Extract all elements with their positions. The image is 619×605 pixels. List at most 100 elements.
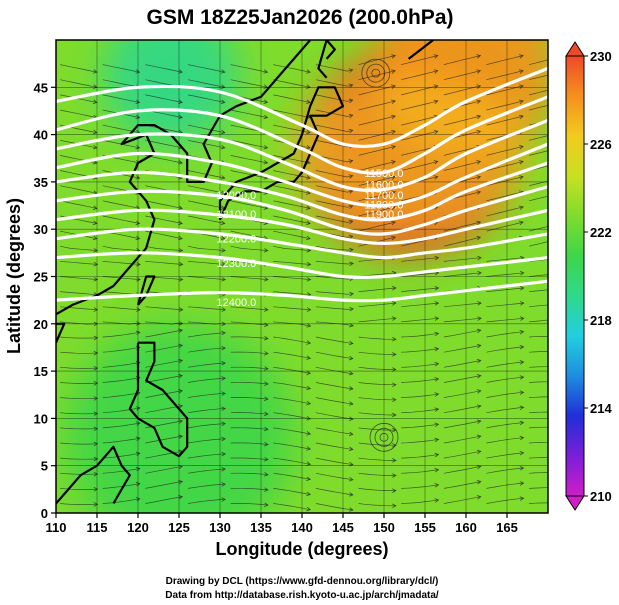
streamline	[187, 276, 226, 280]
streamline-arrowhead	[178, 328, 184, 333]
streamline-arrowhead	[434, 483, 440, 488]
streamline-arrowhead	[178, 114, 183, 120]
streamline-arrowhead	[562, 85, 566, 89]
streamline	[486, 407, 524, 414]
streamline	[273, 457, 311, 465]
streamline	[486, 221, 524, 232]
streamline-arrowhead	[349, 247, 354, 253]
streamline-arrowhead	[264, 502, 269, 507]
streamline	[443, 345, 481, 353]
streamline-arrowhead	[349, 322, 354, 328]
streamline	[60, 412, 98, 415]
x-tick-label: 140	[291, 520, 313, 535]
streamline-arrowhead	[263, 160, 269, 165]
x-axis-ticks: 110 115 120 125 130 135 140 145 150 155 160 165	[46, 513, 518, 535]
temperature-feature-cool-west	[101, 40, 240, 146]
contour-11800.0	[56, 142, 548, 208]
streamline-arrowhead	[178, 389, 184, 394]
streamline-arrowhead	[476, 434, 482, 440]
streamline-arrowhead	[476, 328, 482, 334]
streamline-arrowhead	[93, 426, 99, 432]
streamline	[102, 331, 140, 338]
streamline	[443, 257, 482, 262]
streamline	[401, 100, 438, 111]
coastline	[407, 40, 434, 60]
streamline-arrowhead	[562, 70, 566, 74]
streamline	[358, 70, 396, 81]
streamline-arrowhead	[392, 458, 397, 463]
streamline	[145, 155, 183, 164]
streamline	[273, 170, 311, 179]
streamline-arrowhead	[264, 366, 269, 371]
streamline	[273, 427, 311, 435]
streamline-arrowhead	[221, 451, 226, 457]
streamline-arrowhead	[434, 286, 440, 291]
streamline	[443, 390, 481, 398]
streamline-arrowhead	[519, 286, 525, 291]
x-tick-label: 115	[87, 520, 108, 535]
streamline-arrowhead	[306, 99, 311, 104]
streamline-arrowhead	[433, 54, 439, 59]
streamline	[443, 302, 482, 308]
streamline	[230, 472, 268, 476]
streamline	[102, 347, 140, 353]
streamline	[60, 79, 97, 88]
streamline-arrowhead	[476, 404, 482, 409]
streamline	[273, 351, 311, 359]
x-tick-label: 165	[496, 520, 518, 535]
contour-label: 11900.0	[365, 209, 404, 221]
contour-11900.0	[56, 161, 548, 222]
streamline	[273, 336, 311, 344]
y-tick-label: 45	[34, 80, 48, 95]
streamline	[358, 442, 396, 446]
streamline-arrowhead	[519, 84, 524, 89]
streamline-arrowhead	[221, 466, 226, 472]
streamline-arrowhead	[434, 331, 440, 337]
streamline	[358, 206, 396, 217]
streamline	[60, 427, 98, 430]
streamline	[60, 200, 97, 209]
streamline-arrowhead	[178, 479, 184, 485]
streamline	[401, 257, 439, 262]
streamline	[60, 245, 98, 251]
streamline	[486, 482, 524, 489]
colorbar: 210 214 218 222 226 230	[565, 41, 612, 511]
streamline	[486, 437, 524, 444]
streamline-arrowhead	[519, 344, 525, 350]
streamline-arrowhead	[348, 371, 354, 376]
streamline	[60, 366, 98, 369]
streamline-arrowhead	[221, 330, 226, 336]
streamline-arrowhead	[306, 461, 312, 466]
streamline	[145, 466, 183, 474]
streamline	[315, 124, 353, 132]
streamline-arrowhead	[93, 487, 99, 492]
streamline-arrowhead	[434, 346, 440, 352]
streamline	[315, 215, 353, 223]
coastline	[56, 322, 66, 344]
streamline	[401, 423, 439, 429]
streamline	[315, 185, 353, 193]
streamline	[443, 55, 481, 65]
streamline-arrowhead	[434, 467, 440, 473]
streamline	[401, 161, 438, 171]
x-axis-label: Longitude (degrees)	[215, 539, 388, 559]
streamline-arrowhead	[562, 100, 566, 104]
streamline-arrowhead	[348, 416, 354, 421]
streamline	[273, 366, 311, 374]
streamline	[401, 333, 439, 338]
streamline-arrowhead	[348, 401, 354, 406]
streamline	[187, 423, 226, 429]
streamline	[486, 467, 524, 474]
streamline-arrowhead	[306, 385, 312, 391]
y-tick-label: 25	[34, 270, 48, 285]
streamline-arrowhead	[93, 441, 99, 447]
contour-11700.0	[56, 118, 548, 193]
streamline-arrowhead	[519, 360, 525, 365]
streamline	[401, 317, 439, 323]
streamline-arrowhead	[264, 307, 269, 312]
streamline	[145, 344, 183, 353]
streamline	[187, 332, 226, 338]
streamline	[401, 484, 439, 489]
streamline-arrowhead	[178, 248, 184, 253]
streamline	[145, 215, 183, 224]
